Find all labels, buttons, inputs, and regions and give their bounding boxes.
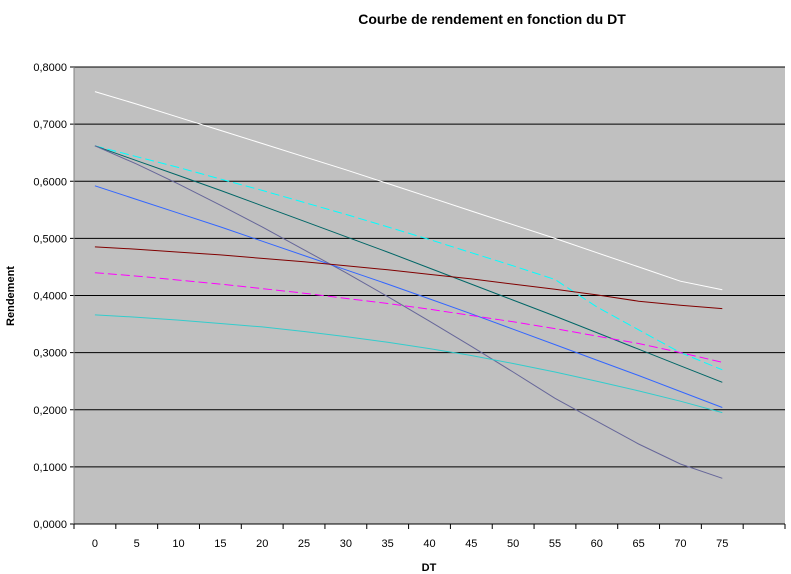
y-tick-label: 0,3000 [33, 348, 67, 360]
y-tick-label: 0,7000 [33, 119, 67, 131]
series-line-2 [94, 145, 723, 371]
y-tick-label: 0,6000 [33, 176, 67, 188]
series-line-7 [94, 272, 723, 363]
x-tick-label: 45 [465, 538, 477, 550]
x-axis: 0 5 10 15 20 25 30 35 40 45 50 55 60 65 70 75 [73, 523, 786, 550]
x-tick-label: 50 [507, 538, 519, 550]
y-tick-label: 0,4000 [33, 291, 67, 303]
x-tick-label: 40 [423, 538, 435, 550]
x-tick-label: 25 [298, 538, 310, 550]
x-tick-label: 65 [632, 538, 644, 550]
y-tick-label: 0,5000 [33, 233, 67, 245]
y-tick-label: 0,0000 [33, 519, 67, 531]
x-tick-label: 35 [382, 538, 394, 550]
series-line-1 [94, 91, 723, 291]
x-tick-label: 15 [214, 538, 226, 550]
y-tick-label: 0,2000 [33, 405, 67, 417]
x-tick-label: 5 [134, 538, 140, 550]
y-tick-label: 0,1000 [33, 462, 67, 474]
x-tick-label: 20 [256, 538, 268, 550]
series-lines [94, 91, 723, 479]
x-tick-label: 55 [549, 538, 561, 550]
series-line-8 [94, 314, 723, 414]
x-axis-label: DT [422, 562, 437, 574]
y-axis-label: Rendement [5, 266, 17, 326]
x-tick-label: 30 [340, 538, 352, 550]
plot-area [74, 66, 785, 524]
x-tick-label: 0 [92, 538, 98, 550]
chart-title: Courbe de rendement en fonction du DT [358, 11, 626, 27]
y-tick-label: 0,8000 [33, 62, 67, 74]
y-axis: 0,0000 0,1000 0,2000 0,3000 0,4000 0,5000 0,60… [33, 62, 75, 531]
series-line-5 [94, 185, 723, 408]
x-tick-label: 70 [674, 538, 686, 550]
x-tick-label: 60 [591, 538, 603, 550]
series-line-6 [94, 246, 723, 310]
x-tick-label: 75 [716, 538, 728, 550]
x-tick-label: 10 [172, 538, 184, 550]
series-line-3 [94, 145, 723, 383]
gridlines [74, 66, 785, 468]
series-line-4 [94, 145, 723, 479]
